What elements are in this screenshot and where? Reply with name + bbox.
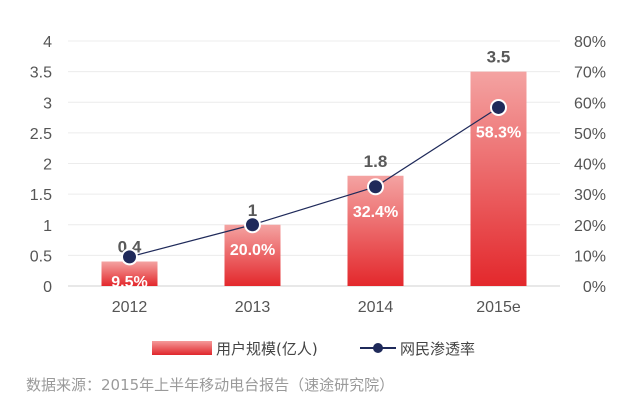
y-left-tick-label: 3.5 [30,65,52,82]
y-right-tick-label: 50% [574,126,606,143]
penetration-label: 20.0% [230,242,275,259]
y-right-tick-label: 10% [574,248,606,265]
y-left-tick-label: 2 [43,157,52,174]
legend-line-swatch [360,341,396,355]
legend-label-penetration: 网民渗透率 [400,339,476,358]
y-right-tick-label: 20% [574,218,606,235]
y-left-tick-label: 4 [43,34,52,51]
y-right-tick-label: 40% [574,157,606,174]
y-left-tick-label: 2.5 [30,126,52,143]
right-axis: 0% 10% 20% 30% 40% 50% 60% 70% 80% [574,34,606,296]
penetration-label: 58.3% [476,124,521,141]
bar-value-labels: 0.411.83.5 [118,48,511,257]
legend-item-users[interactable]: 用户规模(亿人) [152,336,318,360]
legend: 用户规模(亿人) 网民渗透率 [0,336,636,360]
category-axis: 2012 2013 2014 2015e [112,299,521,316]
source-note: 数据来源：2015年上半年移动电台报告（速途研究院） [26,376,395,394]
bar-value-label: 1 [248,201,257,220]
penetration-point [244,216,261,234]
bar-2012 [101,261,158,286]
category-label: 2013 [235,299,271,316]
bar-value-label: 1.8 [364,152,388,171]
legend-label-users: 用户规模(亿人) [216,339,318,358]
y-right-tick-label: 70% [574,65,606,82]
y-left-tick-label: 1 [43,218,52,235]
legend-item-penetration[interactable]: 网民渗透率 [360,336,475,360]
penetration-point [367,178,384,196]
left-axis: 0 0.5 1 1.5 2 2.5 3 3.5 4 [30,34,52,296]
bars [101,71,527,286]
category-label: 2015e [476,299,521,316]
penetration-point [490,98,507,116]
penetration-labels: 9.5% 20.0% 32.4% 58.3% [111,124,521,290]
penetration-label: 32.4% [353,204,398,221]
y-right-tick-label: 30% [574,187,606,204]
y-right-tick-label: 60% [574,95,606,112]
category-label: 2012 [112,299,148,316]
y-right-tick-label: 0% [583,279,606,296]
y-left-tick-label: 1.5 [30,187,52,204]
legend-bar-swatch [152,341,212,355]
y-left-tick-label: 0.5 [30,248,52,265]
penetration-point [121,248,138,266]
penetration-line [121,98,507,266]
bar-2013 [224,224,281,286]
penetration-label: 9.5% [111,274,147,291]
y-left-tick-label: 0 [43,279,52,296]
chart: 0 0.5 1 1.5 2 2.5 3 3.5 4 0% 10% 20% 30% 40% 50% 60% 70… [30,34,606,316]
penetration-line-path [129,106,499,258]
category-label: 2014 [358,299,394,316]
y-left-tick-label: 3 [43,95,52,112]
bar-value-label: 3.5 [487,48,511,67]
y-right-tick-label: 80% [574,34,606,51]
gridlines [68,40,560,287]
